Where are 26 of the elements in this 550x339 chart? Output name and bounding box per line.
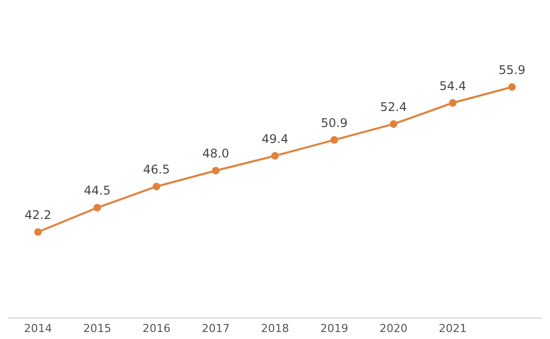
- point: [271, 152, 279, 160]
- point: [508, 83, 516, 91]
- x-tick-label: 2019: [320, 322, 348, 335]
- point: [448, 99, 457, 107]
- data-label: 50.9: [320, 116, 348, 130]
- point: [93, 204, 102, 212]
- data-label: 42.2: [24, 208, 52, 222]
- data-label: 49.4: [262, 132, 288, 146]
- point: [152, 182, 160, 190]
- point: [330, 136, 338, 144]
- data-label: 54.4: [439, 78, 466, 93]
- data-label: 46.5: [143, 162, 170, 176]
- x-tick-label: 2018: [261, 322, 289, 335]
- x-tick-label: 2014: [24, 322, 52, 335]
- point: [212, 166, 220, 174]
- data-label: 48.0: [202, 146, 230, 161]
- x-tick-label: 2016: [142, 322, 170, 335]
- x-tick-label: 2021: [438, 322, 467, 335]
- data-label: 52.4: [380, 100, 407, 114]
- point: [390, 120, 398, 128]
- point: [34, 228, 42, 236]
- x-tick-label: 2017: [202, 322, 230, 335]
- data-label: 44.5: [84, 184, 111, 198]
- x-tick-label: 2015: [83, 322, 112, 335]
- x-tick-label: 2020: [380, 322, 408, 335]
- data-label: 55.9: [498, 63, 526, 77]
